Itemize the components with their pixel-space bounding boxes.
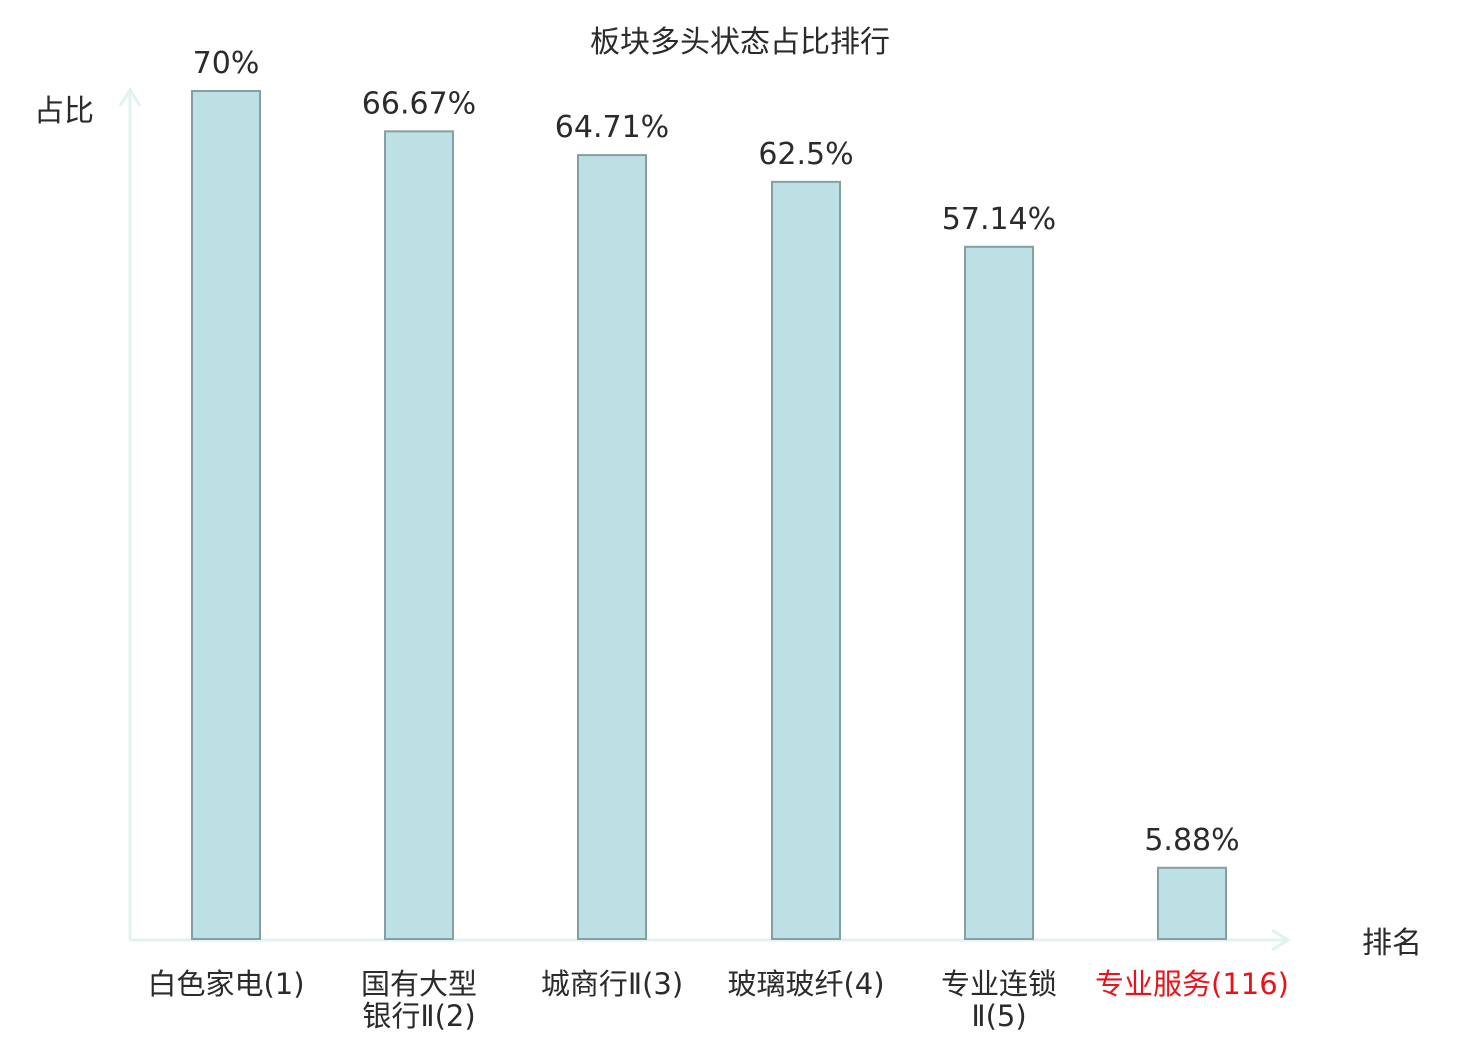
category-label: 国有大型 (361, 967, 477, 1001)
y-axis-arrow (118, 87, 142, 107)
y-axis-label: 占比 (34, 94, 94, 129)
bar (191, 90, 261, 940)
chart-title: 板块多头状态占比排行 (590, 25, 890, 60)
category-label: 城商行Ⅱ(3) (541, 967, 683, 1001)
value-labels-group: 70% 66.67% 64.71% 62.5% 57.14% 5.88% (193, 46, 1240, 858)
category-label: 银行Ⅱ(2) (362, 999, 475, 1033)
bar-value-label: 66.67% (362, 86, 476, 121)
category-label: 专业服务(116) (1095, 967, 1289, 1001)
x-axis-label: 排名 (1362, 926, 1422, 961)
bar (577, 154, 647, 940)
bar-value-label: 70% (193, 46, 260, 81)
category-label: 玻璃玻纤(4) (727, 967, 884, 1001)
category-label: 白色家电(1) (147, 967, 304, 1001)
bar (964, 245, 1034, 940)
bar-value-label: 62.5% (758, 137, 853, 172)
bars-group (191, 90, 1227, 941)
category-label: Ⅱ(5) (971, 999, 1026, 1033)
bar (1157, 866, 1227, 941)
axes (118, 87, 1291, 952)
bar (771, 180, 841, 941)
bar-value-label: 57.14% (942, 202, 1056, 237)
category-label: 专业连锁 (941, 967, 1057, 1001)
bar-value-label: 64.71% (555, 110, 669, 145)
x-axis-arrow (1271, 928, 1291, 952)
bar (384, 130, 454, 940)
bar-value-label: 5.88% (1144, 823, 1239, 858)
